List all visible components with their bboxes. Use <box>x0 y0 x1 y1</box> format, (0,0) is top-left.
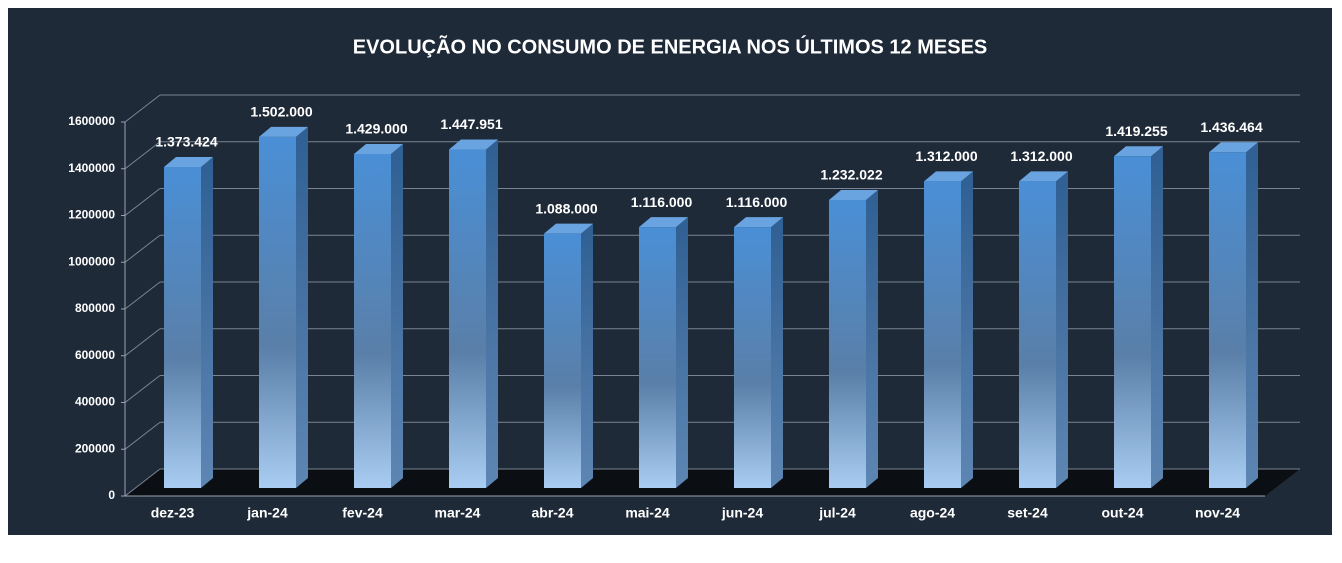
bar <box>1209 142 1258 488</box>
grid-line-depth <box>124 328 161 357</box>
x-tick-label: ago-24 <box>910 505 955 521</box>
bar-side <box>1151 146 1163 488</box>
x-tick-label: dez-23 <box>151 505 195 521</box>
grid-line-depth <box>124 468 161 497</box>
bar-top <box>164 156 213 167</box>
bar-top <box>1114 146 1163 157</box>
y-tick-label: 600000 <box>75 348 115 362</box>
bar <box>544 223 593 488</box>
bar <box>639 217 688 488</box>
bar-front <box>1114 156 1151 488</box>
bar-side <box>486 139 498 489</box>
y-tick-label: 1400000 <box>68 161 115 175</box>
grid-line-depth <box>124 94 161 123</box>
x-tick-label: jan-24 <box>246 505 288 521</box>
bar-top <box>544 223 593 234</box>
value-label: 1.436.464 <box>1200 119 1262 135</box>
y-tick-label: 1200000 <box>68 208 115 222</box>
y-tick-label: 400000 <box>75 395 115 409</box>
bar-front <box>734 227 771 488</box>
bar <box>829 190 878 488</box>
bar <box>1114 146 1163 488</box>
value-label: 1.447.951 <box>440 116 502 132</box>
bar <box>734 217 783 488</box>
grid-line-depth <box>124 141 161 170</box>
x-tick-label: out-24 <box>1102 505 1144 521</box>
value-label: 1.232.022 <box>820 167 882 183</box>
bar-front <box>639 227 676 488</box>
y-tick-label: 200000 <box>75 441 115 455</box>
grid-line-depth <box>124 234 161 263</box>
x-tick-label: nov-24 <box>1195 505 1240 521</box>
grid-line-depth <box>124 188 161 216</box>
bar-front <box>829 200 866 488</box>
bar-top <box>734 217 783 228</box>
bar <box>354 143 403 488</box>
value-label: 1.419.255 <box>1105 123 1167 139</box>
y-tick-label: 1600000 <box>68 114 115 128</box>
value-label: 1.116.000 <box>726 194 788 210</box>
bar-top <box>259 126 308 137</box>
grid-line-depth <box>124 281 161 310</box>
x-tick-label: mai-24 <box>625 505 670 521</box>
bar-top <box>639 217 688 228</box>
bar-top <box>1019 171 1068 182</box>
bar-side <box>1246 142 1258 488</box>
bar <box>924 171 973 488</box>
bar-side <box>961 171 973 488</box>
y-tick-label: 0 <box>108 488 115 502</box>
bar <box>259 126 308 488</box>
bar-top <box>449 139 498 150</box>
bar-front <box>354 153 391 488</box>
bar-top <box>1209 142 1258 153</box>
bar-side <box>201 156 213 488</box>
bar-side <box>581 223 593 488</box>
value-label: 1.502.000 <box>250 104 312 120</box>
value-label: 1.088.000 <box>535 200 597 216</box>
chart-title: EVOLUÇÃO NO CONSUMO DE ENERGIA NOS ÚLTIM… <box>353 34 988 58</box>
bar-front <box>1209 152 1246 488</box>
bar-side <box>1056 171 1068 488</box>
bar-top <box>354 143 403 154</box>
bar-side <box>866 190 878 488</box>
x-tick-label: abr-24 <box>531 505 573 521</box>
bar-front <box>544 233 581 488</box>
value-label: 1.373.424 <box>155 134 217 150</box>
x-tick-label: fev-24 <box>342 505 383 521</box>
bar-side <box>391 143 403 488</box>
bar-top <box>924 171 973 182</box>
x-tick-label: jun-24 <box>721 505 763 521</box>
bar <box>1019 171 1068 488</box>
bar-side <box>296 126 308 488</box>
y-tick-label: 800000 <box>75 301 115 315</box>
bar-side <box>676 217 688 488</box>
grid-line-depth <box>124 421 161 450</box>
value-label: 1.429.000 <box>345 121 407 137</box>
bar-top <box>829 190 878 201</box>
y-tick-label: 1000000 <box>68 254 115 268</box>
bar-front <box>259 136 296 488</box>
bar <box>449 139 498 489</box>
grid-line-depth <box>124 375 161 403</box>
x-tick-label: mar-24 <box>435 505 481 521</box>
value-label: 1.312.000 <box>1010 148 1072 164</box>
value-label: 1.116.000 <box>631 194 693 210</box>
bar-front <box>164 166 201 488</box>
bar-front <box>924 181 961 488</box>
bar <box>164 156 213 488</box>
x-tick-label: set-24 <box>1007 505 1048 521</box>
bar-front <box>1019 181 1056 488</box>
x-tick-label: jul-24 <box>818 505 856 521</box>
value-label: 1.312.000 <box>915 148 977 164</box>
floor <box>125 469 1300 496</box>
bar-side <box>771 217 783 488</box>
bar-front <box>449 149 486 489</box>
